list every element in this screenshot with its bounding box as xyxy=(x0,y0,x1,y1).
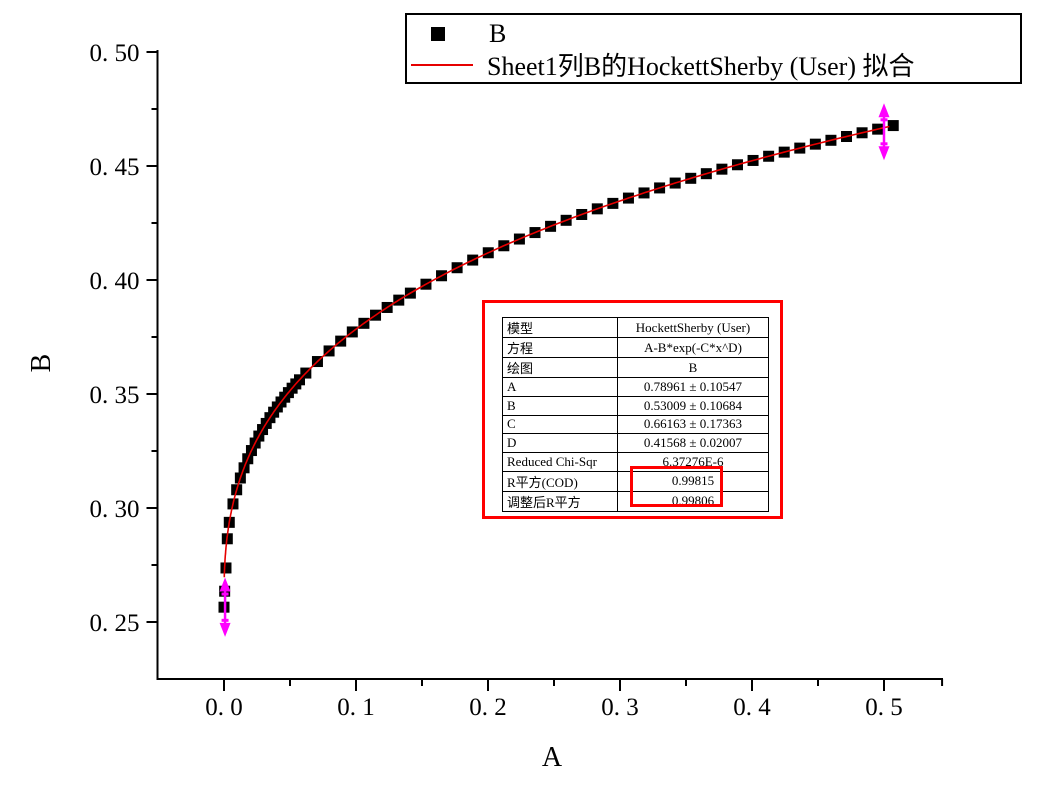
fit-table-value: A-B*exp(-C*x^D) xyxy=(617,337,769,358)
fit-table-row: Reduced Chi-Sqr 6.37276E-6 xyxy=(502,452,769,472)
fit-table-label: B xyxy=(502,395,618,416)
fit-table-value: 0.99815 xyxy=(617,470,769,492)
fit-table-row: B 0.53009 ± 0.10684 xyxy=(502,395,769,416)
fit-table-value: HockettSherby (User) xyxy=(617,317,769,338)
x-tick-label: 0. 5 xyxy=(865,694,903,721)
fit-table-label: 模型 xyxy=(502,317,618,338)
fit-table-value: 6.37276E-6 xyxy=(617,452,769,472)
arrow-up-head-icon xyxy=(219,577,231,592)
fit-results-table[interactable]: 模型 HockettSherby (User) 方程 A-B*exp(-C*x^D) 绘… xyxy=(502,317,769,512)
fit-table-value: 0.99806 xyxy=(617,490,769,512)
y-tick-label: 0. 45 xyxy=(90,154,140,181)
fit-curve-line[interactable] xyxy=(223,125,890,578)
fit-table-label: Reduced Chi-Sqr xyxy=(502,452,618,472)
fit-table-row: 调整后R平方 0.99806 xyxy=(502,490,769,512)
x-tick-label: 0. 1 xyxy=(337,694,375,721)
fit-table-row: R平方(COD) 0.99815 xyxy=(502,470,769,492)
x-tick-label: 0. 0 xyxy=(205,694,243,721)
fit-table-row: 模型 HockettSherby (User) xyxy=(502,317,769,338)
y-tick-label: 0. 30 xyxy=(90,496,140,523)
black-square-marker-icon xyxy=(431,26,445,41)
data-point-marker[interactable] xyxy=(220,562,232,574)
y-tick-label: 0. 40 xyxy=(90,268,140,295)
fit-table-row: 方程 A-B*exp(-C*x^D) xyxy=(502,337,769,358)
fit-table-label: R平方(COD) xyxy=(502,470,618,492)
legend-entry-data[interactable]: B xyxy=(407,17,506,50)
fit-table-row: A 0.78961 ± 0.10547 xyxy=(502,377,769,397)
legend-label-fit: Sheet1列B的HockettSherby (User) 拟合 xyxy=(487,52,915,81)
fit-table-label: D xyxy=(502,433,618,454)
y-tick-label: 0. 50 xyxy=(90,40,140,67)
y-tick-label: 0. 25 xyxy=(90,610,140,637)
arrow-up-head-icon xyxy=(878,103,890,118)
legend-label-data: B xyxy=(489,18,507,48)
fit-table-label: 方程 xyxy=(502,337,618,358)
data-point-marker[interactable] xyxy=(887,120,899,132)
arrow-down-head-icon xyxy=(219,622,231,637)
y-axis-title: B xyxy=(26,354,57,373)
fit-table-label: C xyxy=(502,414,618,435)
red-line-marker-icon xyxy=(411,63,473,66)
fit-table-label: A xyxy=(502,377,618,397)
x-axis-title: A xyxy=(542,742,563,773)
fit-table-value: B xyxy=(617,357,769,378)
arrow-down-head-icon xyxy=(878,146,890,161)
fit-table-value: 0.41568 ± 0.02007 xyxy=(617,433,769,454)
x-tick-label: 0. 2 xyxy=(469,694,507,721)
legend-box[interactable]: B Sheet1列B的HockettSherby (User) 拟合 xyxy=(405,13,1022,84)
fit-table-row: C 0.66163 ± 0.17363 xyxy=(502,414,769,435)
fit-table-value: 0.66163 ± 0.17363 xyxy=(617,414,769,435)
x-tick-label: 0. 4 xyxy=(733,694,771,721)
fit-table-row: D 0.41568 ± 0.02007 xyxy=(502,433,769,454)
fit-table-row: 绘图 B xyxy=(502,357,769,378)
fit-table-value: 0.78961 ± 0.10547 xyxy=(617,377,769,397)
fit-table-label: 绘图 xyxy=(502,357,618,378)
x-tick-label: 0. 3 xyxy=(601,694,639,721)
fit-table-label: 调整后R平方 xyxy=(502,490,618,512)
legend-entry-fit[interactable]: Sheet1列B的HockettSherby (User) 拟合 xyxy=(407,48,914,81)
fit-table-value: 0.53009 ± 0.10684 xyxy=(617,395,769,416)
y-tick-label: 0. 35 xyxy=(90,382,140,409)
